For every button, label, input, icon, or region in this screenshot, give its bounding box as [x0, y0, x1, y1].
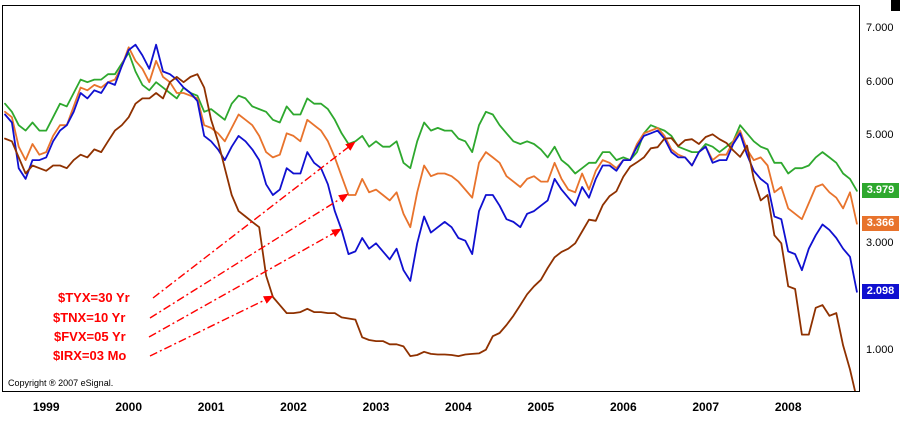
annotation-tnx-10yr: $TNX=10 Yr: [53, 310, 126, 325]
series-line-tnx: [4, 46, 858, 229]
annotation-arrow-tnx: [149, 193, 349, 319]
price-axis-tick-5: 5.000: [866, 129, 894, 142]
price-axis[interactable]: 7.000 6.000 5.000 3.000 1.000 3.979 3.36…: [862, 0, 900, 396]
price-axis-tick-1: 1.000: [866, 344, 894, 357]
year-label-1999: 1999: [32, 400, 60, 414]
annotation-arrow-fvx: [148, 228, 342, 338]
year-label-2006: 2006: [609, 400, 637, 414]
corner-box: [891, 0, 900, 11]
price-axis-tick-3: 3.000: [866, 236, 894, 249]
copyright-text: Copyright ® 2007 eSignal.: [8, 378, 114, 388]
year-label-2005: 2005: [527, 400, 555, 414]
year-label-2004: 2004: [445, 400, 472, 414]
last-price-badge-tnx: 3.366: [862, 216, 899, 232]
time-axis[interactable]: 1999 2000 2001 2002 2003 2004 2005 2006 …: [0, 396, 900, 432]
year-label-2001: 2001: [197, 400, 225, 414]
year-label-2003: 2003: [362, 400, 390, 414]
last-price-badge-tyx: 3.979: [862, 183, 899, 199]
annotation-irx-03mo: $IRX=03 Mo: [53, 348, 127, 363]
plot-area[interactable]: $TYX=30 Yr $TNX=10 Yr $FVX=05 Yr $IRX=03…: [2, 5, 860, 392]
annotation-tyx-30yr: $TYX=30 Yr: [58, 290, 130, 305]
yield-lines-svg: [4, 43, 858, 391]
year-label-2000: 2000: [115, 400, 143, 414]
annotation-arrow-irx: [149, 295, 274, 357]
year-label-2008: 2008: [774, 400, 802, 414]
year-label-2007: 2007: [692, 400, 720, 414]
series-line-irx: [4, 73, 856, 391]
series-line-tyx: [4, 51, 858, 192]
series-line-fvx: [4, 43, 858, 293]
annotation-fvx-05yr: $FVX=05 Yr: [54, 329, 126, 344]
price-axis-tick-7: 7.000: [866, 22, 894, 35]
year-label-2002: 2002: [280, 400, 307, 414]
price-axis-tick-6: 6.000: [866, 75, 894, 88]
last-price-badge-fvx: 2.098: [862, 284, 899, 300]
annotation-arrow-tyx: [152, 141, 356, 299]
